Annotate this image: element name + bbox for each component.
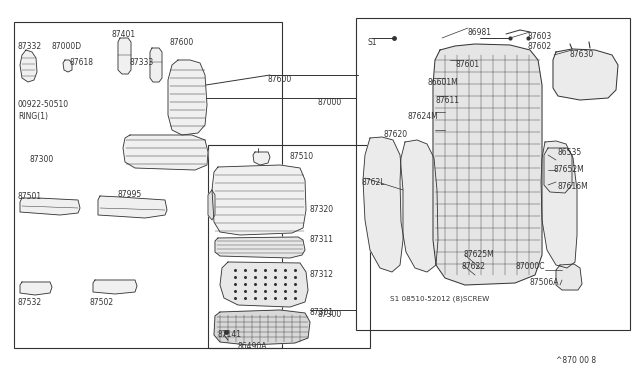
Text: 87600: 87600	[268, 75, 292, 84]
Text: 87600: 87600	[170, 38, 195, 47]
Text: 87502: 87502	[90, 298, 114, 307]
Text: 87311: 87311	[310, 235, 334, 244]
Polygon shape	[150, 48, 162, 82]
Text: 86535: 86535	[558, 148, 582, 157]
Polygon shape	[544, 148, 572, 193]
Text: 87141: 87141	[218, 330, 242, 339]
Text: 86490A: 86490A	[238, 342, 268, 351]
Text: 87506A: 87506A	[530, 278, 559, 287]
Text: 87510: 87510	[290, 152, 314, 161]
Text: 87995: 87995	[118, 190, 142, 199]
Text: 87611: 87611	[435, 96, 459, 105]
Polygon shape	[400, 140, 438, 272]
Polygon shape	[168, 60, 207, 135]
Text: 8762L: 8762L	[362, 178, 385, 187]
Text: 86601M: 86601M	[428, 78, 459, 87]
Text: 87333: 87333	[130, 58, 154, 67]
Polygon shape	[98, 196, 167, 218]
Polygon shape	[20, 198, 80, 215]
Text: 87625M: 87625M	[464, 250, 495, 259]
Polygon shape	[20, 282, 52, 295]
Polygon shape	[541, 141, 577, 268]
Text: 87000C: 87000C	[516, 262, 545, 271]
Text: 87616M: 87616M	[558, 182, 589, 191]
Text: 87300: 87300	[30, 155, 54, 164]
Polygon shape	[20, 50, 37, 82]
Text: 87532: 87532	[18, 298, 42, 307]
Text: 87300: 87300	[318, 310, 342, 319]
Polygon shape	[118, 38, 131, 74]
Text: 87652M: 87652M	[554, 165, 585, 174]
Text: 87620: 87620	[384, 130, 408, 139]
Polygon shape	[363, 137, 403, 272]
Bar	[14, 22, 282, 348]
Polygon shape	[220, 262, 308, 307]
Polygon shape	[253, 152, 270, 165]
Text: S1 08510-52012 (8)SCREW: S1 08510-52012 (8)SCREW	[390, 295, 489, 301]
Text: 87320: 87320	[310, 205, 334, 214]
Polygon shape	[208, 190, 215, 220]
Text: 87312: 87312	[310, 270, 334, 279]
Text: 87603: 87603	[528, 32, 552, 41]
Text: 87332: 87332	[18, 42, 42, 51]
Text: 87000: 87000	[318, 98, 342, 107]
Text: 87618: 87618	[70, 58, 94, 67]
Bar	[208, 145, 370, 348]
Polygon shape	[63, 60, 72, 72]
Bar	[356, 18, 630, 330]
Text: 87401: 87401	[112, 30, 136, 39]
Polygon shape	[123, 135, 208, 170]
Polygon shape	[215, 237, 305, 258]
Polygon shape	[93, 280, 137, 294]
Text: 87000D: 87000D	[52, 42, 82, 51]
Text: 87301: 87301	[310, 308, 334, 317]
Text: 87622: 87622	[462, 262, 486, 271]
Text: 87501: 87501	[18, 192, 42, 201]
Polygon shape	[214, 310, 310, 345]
Text: 87602: 87602	[528, 42, 552, 51]
Text: RING(1): RING(1)	[18, 112, 48, 121]
Text: 87630: 87630	[570, 50, 595, 59]
Polygon shape	[556, 264, 582, 290]
Text: ^870 00 8: ^870 00 8	[556, 356, 596, 365]
Text: S1: S1	[368, 38, 378, 47]
Text: 87601: 87601	[455, 60, 479, 69]
Text: 87624M: 87624M	[408, 112, 439, 121]
Polygon shape	[433, 44, 542, 285]
Polygon shape	[553, 49, 618, 100]
Text: 86981: 86981	[468, 28, 492, 37]
Text: 00922-50510: 00922-50510	[18, 100, 69, 109]
Polygon shape	[212, 165, 306, 235]
